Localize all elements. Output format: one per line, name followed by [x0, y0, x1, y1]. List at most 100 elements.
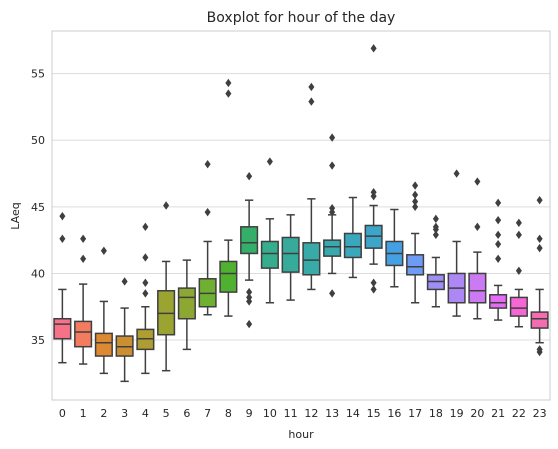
box-body [489, 294, 508, 309]
box-body [281, 236, 300, 273]
outlier-point [432, 230, 439, 240]
x-tick-label: 17 [408, 407, 422, 420]
outlier-point [246, 293, 253, 302]
outlier-point [121, 277, 128, 286]
outlier-point [59, 234, 66, 244]
x-tick-label: 3 [121, 407, 128, 420]
box-body [219, 260, 238, 293]
outlier-point [495, 239, 502, 249]
outlier-point [370, 278, 377, 287]
x-tick-label: 9 [246, 407, 253, 420]
outlier-point [474, 177, 481, 186]
box-23 [530, 195, 549, 357]
box-17 [406, 181, 425, 304]
outlier-point [495, 215, 502, 225]
box-1 [74, 234, 93, 365]
y-ticks: 35 40 45 50 55 [31, 68, 45, 347]
outlier-point [536, 243, 543, 253]
box-body [509, 296, 528, 317]
box-22 [509, 218, 528, 328]
outlier-point [246, 319, 253, 329]
outlier-point [308, 82, 315, 92]
box-2 [94, 246, 113, 375]
y-tick-label: 50 [31, 134, 45, 147]
x-tick-label: 13 [325, 407, 339, 420]
x-tick-label: 18 [429, 407, 443, 420]
box-20 [468, 177, 487, 320]
outlier-point [59, 211, 66, 221]
outlier-point [204, 207, 211, 217]
y-tick-label: 35 [31, 334, 45, 347]
x-tick-label: 14 [346, 407, 360, 420]
y-tick-label: 40 [31, 267, 45, 280]
outlier-point [515, 218, 522, 228]
outlier-point [536, 195, 543, 205]
outlier-point [536, 345, 543, 354]
box-body [530, 311, 549, 329]
outlier-point [266, 157, 273, 166]
box-body [177, 287, 196, 320]
x-tick-label: 15 [367, 407, 381, 420]
box-body [302, 242, 321, 276]
x-tick-label: 16 [387, 407, 401, 420]
y-tick-label: 45 [31, 201, 45, 214]
outlier-point [225, 78, 232, 88]
outlier-point [142, 222, 149, 232]
box-12 [302, 82, 321, 291]
outlier-point [370, 187, 377, 197]
box-body [343, 232, 362, 259]
box-body [53, 317, 72, 340]
outlier-point [142, 253, 149, 262]
box-0 [53, 211, 72, 364]
grid [52, 73, 550, 341]
box-16 [385, 208, 404, 288]
outlier-point [329, 161, 336, 170]
box-11 [281, 214, 300, 301]
outlier-point [495, 198, 502, 208]
chart-title: Boxplot for hour of the day [207, 10, 396, 26]
box-8 [219, 78, 238, 317]
x-tick-label: 19 [450, 407, 464, 420]
box-19 [447, 169, 466, 317]
outlier-point [515, 230, 522, 240]
box-body [468, 272, 487, 304]
outlier-point [204, 160, 211, 169]
outlier-point [163, 201, 170, 210]
x-tick-label: 0 [59, 407, 66, 420]
outlier-point [225, 89, 232, 98]
x-ticks: 0 1 2 3 4 5 6 7 8 9 10 11 12 13 14 15 16 17 18 19 20 21 22 23 [59, 407, 547, 420]
outlier-point [432, 214, 439, 224]
outlier-point [100, 246, 107, 256]
x-tick-label: 23 [533, 407, 547, 420]
box-4 [136, 222, 155, 375]
outlier-point [246, 287, 253, 297]
x-tick-label: 2 [100, 407, 107, 420]
outlier-point [142, 278, 149, 287]
y-axis-label: LAeq [9, 202, 22, 229]
box-body [94, 332, 113, 357]
x-tick-label: 21 [491, 407, 505, 420]
x-tick-label: 20 [470, 407, 484, 420]
outlier-point [495, 230, 502, 240]
outlier-point [329, 133, 336, 142]
x-tick-label: 7 [204, 407, 211, 420]
box-3 [115, 277, 134, 383]
y-tick-label: 55 [31, 68, 45, 81]
outlier-point [453, 169, 460, 178]
x-tick-label: 11 [284, 407, 298, 420]
box-body [260, 240, 279, 269]
outlier-point [308, 97, 315, 106]
outlier-point [370, 44, 377, 53]
box-6 [177, 259, 196, 351]
outlier-point [329, 289, 336, 298]
box-15 [364, 44, 383, 294]
box-body [406, 254, 425, 276]
box-body [323, 239, 342, 257]
outlier-point [142, 289, 149, 298]
outlier-point [495, 254, 502, 263]
box-body [240, 226, 259, 255]
x-tick-label: 10 [263, 407, 277, 420]
box-14 [343, 196, 362, 279]
outlier-point [515, 266, 522, 275]
